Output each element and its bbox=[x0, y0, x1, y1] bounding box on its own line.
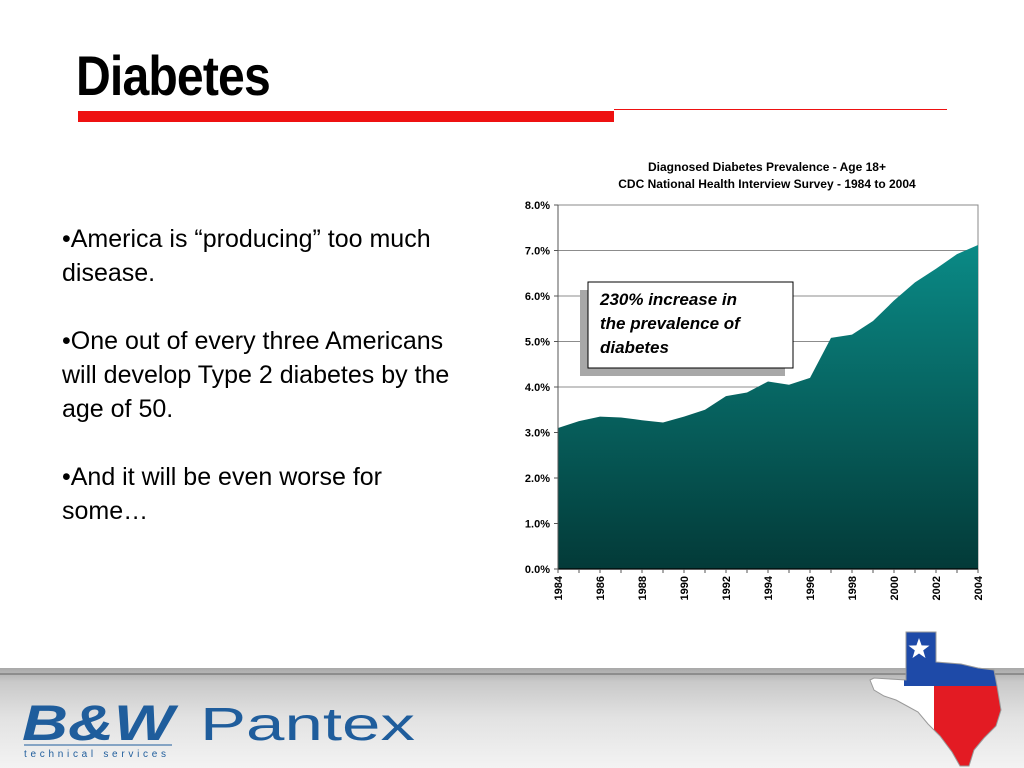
title-underline bbox=[78, 111, 614, 122]
annotation-line: diabetes bbox=[600, 338, 669, 357]
annotation-callout: 230% increase in the prevalence of diabe… bbox=[580, 281, 794, 376]
pantex-logo-text: Pantex bbox=[200, 698, 415, 750]
y-tick-label: 0.0% bbox=[525, 564, 550, 576]
x-tick-label: 2004 bbox=[973, 575, 985, 600]
annotation-box bbox=[587, 281, 794, 369]
y-tick-label: 7.0% bbox=[525, 246, 550, 258]
x-tick-label: 1986 bbox=[595, 576, 607, 600]
x-tick-label: 2002 bbox=[931, 576, 943, 600]
bullet-item: •And it will be even worse for some… bbox=[62, 463, 383, 525]
x-tick-label: 1994 bbox=[763, 575, 775, 600]
star-icon bbox=[908, 638, 930, 658]
chart-title: Diagnosed Diabetes Prevalence - Age 18+ bbox=[648, 160, 886, 174]
x-tick-label: 1990 bbox=[679, 576, 691, 600]
bullet-list: •America is “producing” too much disease… bbox=[62, 222, 457, 528]
footer-divider bbox=[0, 673, 1024, 675]
x-tick-label: 1988 bbox=[637, 576, 649, 600]
y-tick-label: 4.0% bbox=[525, 382, 550, 394]
title-underline-thin bbox=[614, 109, 947, 110]
x-tick-label: 1984 bbox=[553, 575, 565, 600]
y-tick-label: 1.0% bbox=[525, 519, 550, 531]
x-tick-label: 2000 bbox=[889, 576, 901, 600]
y-tick-label: 6.0% bbox=[525, 291, 550, 303]
x-tick-label: 1998 bbox=[847, 576, 859, 600]
texas-flag-map-icon bbox=[869, 631, 1002, 767]
y-tick-label: 8.0% bbox=[525, 200, 550, 212]
footer-band bbox=[0, 668, 1024, 768]
x-tick-label: 1996 bbox=[805, 576, 817, 600]
bw-logo-text: B&W bbox=[22, 695, 179, 751]
annotation-line: the prevalence of bbox=[600, 314, 742, 333]
y-tick-label: 5.0% bbox=[525, 337, 550, 349]
bullet-item: •America is “producing” too much disease… bbox=[62, 225, 431, 287]
series-area bbox=[558, 245, 978, 569]
company-logo: B&W technical services Pantex bbox=[22, 695, 415, 760]
y-tick-label: 3.0% bbox=[525, 428, 550, 440]
bullet-item: •One out of every three Americans will d… bbox=[62, 327, 450, 423]
annotation-line: 230% increase in bbox=[599, 290, 737, 309]
prevalence-chart: Diagnosed Diabetes Prevalence - Age 18+ … bbox=[525, 160, 985, 600]
y-tick-label: 2.0% bbox=[525, 473, 550, 485]
x-tick-label: 1992 bbox=[721, 576, 733, 600]
chart-subtitle: CDC National Health Interview Survey - 1… bbox=[618, 177, 916, 191]
slide-title: Diabetes bbox=[76, 44, 271, 107]
annotation-text: 230% increase in the prevalence of diabe… bbox=[599, 290, 745, 357]
